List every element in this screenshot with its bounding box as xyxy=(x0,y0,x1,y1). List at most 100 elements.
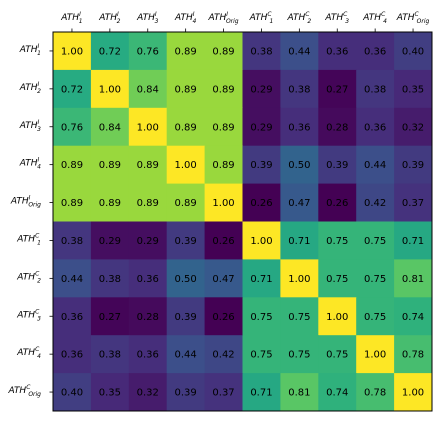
cell-value-label: 0.29 xyxy=(99,236,121,247)
heatmap-cell xyxy=(53,335,92,374)
heatmap-cell xyxy=(128,259,168,298)
heatmap-cell xyxy=(280,145,319,185)
cell-value-label: 0.75 xyxy=(250,312,272,323)
cell-value-label: 0.71 xyxy=(402,236,424,247)
cell-value-label: 1.00 xyxy=(326,312,348,323)
heatmap-cell xyxy=(280,183,319,222)
heatmap-cell xyxy=(356,335,395,374)
cell-value-label: 0.84 xyxy=(137,84,159,95)
cell-value-label: 0.38 xyxy=(288,84,310,95)
cell-value-label: 0.36 xyxy=(61,312,83,323)
cell-value-label: 0.29 xyxy=(250,84,272,95)
heatmap-cell xyxy=(394,221,433,260)
cell-value-label: 0.42 xyxy=(212,350,234,361)
heatmap-cell xyxy=(204,145,243,185)
cell-value-label: 0.38 xyxy=(99,350,121,361)
x-tick-label: ATHC 2 xyxy=(286,11,311,25)
heatmap-cell xyxy=(356,373,395,412)
cell-value-label: 0.75 xyxy=(326,350,348,361)
heatmap-cell xyxy=(166,259,206,298)
cell-value-label: 1.00 xyxy=(137,122,159,133)
cell-value-label: 1.00 xyxy=(212,198,234,209)
heatmap-cell xyxy=(128,335,168,374)
heatmap-cell xyxy=(280,259,319,298)
heatmap-cell xyxy=(204,373,243,412)
cell-value-label: 0.27 xyxy=(99,312,121,323)
cell-value-label: 0.28 xyxy=(137,312,159,323)
heatmap-cell xyxy=(394,183,433,222)
heatmap-cell xyxy=(53,183,92,222)
cell-value-label: 0.71 xyxy=(288,236,310,247)
heatmap-cell xyxy=(53,297,92,336)
heatmap-cell xyxy=(242,107,281,147)
heatmap-cell xyxy=(128,69,168,109)
y-axis-ticks: ATHI 1 ATHI 2 ATHI 3 ATHI 4 ATHI Orig ATHC 1 ATHC 2 AT… xyxy=(7,43,53,398)
cell-value-label: 0.89 xyxy=(212,46,234,57)
y-tick-label: ATHC 1 xyxy=(16,232,41,246)
heatmap-cell xyxy=(356,297,395,336)
heatmap-cell xyxy=(394,69,433,109)
heatmap-cell xyxy=(204,259,243,298)
cell-value-label: 0.35 xyxy=(402,84,424,95)
heatmap-cell xyxy=(318,145,357,185)
heatmap-cell xyxy=(204,107,243,147)
cell-value-label: 0.32 xyxy=(137,388,159,399)
cell-value-label: 0.32 xyxy=(402,122,424,133)
cell-value-label: 0.29 xyxy=(137,236,159,247)
y-tick-label: ATHC Orig xyxy=(7,384,41,398)
cell-value-label: 0.38 xyxy=(250,46,272,57)
heatmap-cell xyxy=(90,145,130,185)
cell-value-label: 0.75 xyxy=(288,350,310,361)
cell-value-label: 0.38 xyxy=(364,84,386,95)
cell-value-label: 1.00 xyxy=(99,84,121,95)
heatmap-cell xyxy=(166,221,206,260)
cell-value-label: 0.75 xyxy=(326,274,348,285)
heatmap-cell xyxy=(90,69,130,109)
heatmap-cell xyxy=(90,335,130,374)
cell-value-label: 0.89 xyxy=(212,160,234,171)
heatmap-cell xyxy=(356,145,395,185)
cell-value-label: 0.89 xyxy=(61,198,83,209)
heatmap-cell xyxy=(204,32,243,71)
cell-value-label: 0.75 xyxy=(364,312,386,323)
cell-value-label: 0.89 xyxy=(175,198,197,209)
cell-value-label: 0.74 xyxy=(326,388,348,399)
x-axis-ticks: ATHI 1 ATHI 2 ATHI 3 ATHI 4 ATHI Orig ATHC 1 ATHC 2 AT… xyxy=(60,11,430,32)
heatmap-cell xyxy=(166,335,206,374)
cell-value-label: 0.27 xyxy=(326,84,348,95)
heatmap-cell xyxy=(166,32,206,71)
cell-value-label: 0.26 xyxy=(326,198,348,209)
cell-value-label: 0.35 xyxy=(99,388,121,399)
cell-value-label: 0.75 xyxy=(326,236,348,247)
cell-value-label: 0.40 xyxy=(402,46,424,57)
heatmap-cell xyxy=(128,297,168,336)
heatmap-cell xyxy=(318,183,357,222)
heatmap-cell xyxy=(90,259,130,298)
cell-value-label: 0.36 xyxy=(61,350,83,361)
heatmap-cell xyxy=(394,259,433,298)
heatmap-cell-labels: 1.00 0.72 0.76 0.89 0.89 0.38 0.44 0.36 0.36 0.40… xyxy=(61,46,424,398)
cell-value-label: 0.84 xyxy=(99,122,121,133)
y-tick-label: ATHI 2 xyxy=(19,81,41,95)
x-tick-label: ATHI Orig xyxy=(207,11,238,25)
x-tick-label: ATHI 4 xyxy=(174,11,196,25)
cell-value-label: 0.39 xyxy=(175,312,197,323)
heatmap-cell xyxy=(166,297,206,336)
cell-value-label: 1.00 xyxy=(61,46,83,57)
cell-value-label: 0.42 xyxy=(364,198,386,209)
y-tick-label: ATHI Orig xyxy=(10,195,41,209)
heatmap-cell xyxy=(280,297,319,336)
heatmap-cell xyxy=(394,32,433,71)
cell-value-label: 0.50 xyxy=(175,274,197,285)
heatmap-cell xyxy=(204,69,243,109)
cell-value-label: 0.40 xyxy=(61,388,83,399)
cell-value-label: 0.89 xyxy=(175,84,197,95)
cell-value-label: 1.00 xyxy=(364,350,386,361)
cell-value-label: 0.26 xyxy=(212,312,234,323)
cell-value-label: 0.89 xyxy=(212,84,234,95)
cell-value-label: 0.39 xyxy=(326,160,348,171)
heatmap-cell xyxy=(394,107,433,147)
heatmap-cell xyxy=(280,107,319,147)
heatmap-cell xyxy=(166,373,206,412)
cell-value-label: 0.38 xyxy=(61,236,83,247)
